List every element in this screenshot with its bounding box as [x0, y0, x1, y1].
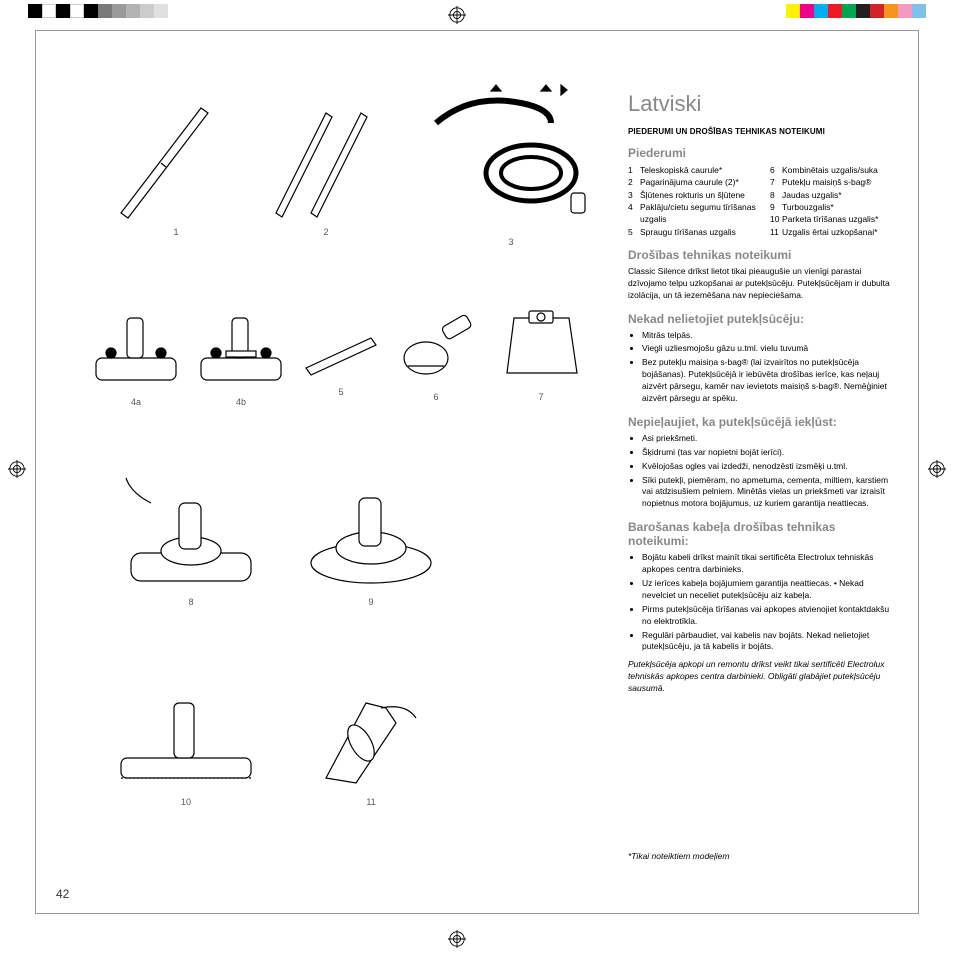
- section-avoid: Nepieļaujiet, ka putekļsūcējā iekļūst:: [628, 415, 898, 429]
- registration-mark: [448, 6, 466, 24]
- registration-mark: [928, 460, 946, 478]
- list-item: Pirms putekļsūcēja tīrīšanas vai apkopes…: [642, 604, 898, 628]
- figure-crevice-nozzle-icon: [301, 323, 381, 383]
- text-column: Latviski PIEDERUMI UN DROŠĪBAS TEHNIKAS …: [628, 43, 898, 901]
- avoid-list: Asi priekšmeti. Šķidrumi (tas var nopietn…: [628, 433, 898, 510]
- never-list: Mitrās telpās.Viegli uzliesmojošu gāzu u…: [628, 330, 898, 405]
- language-title: Latviski: [628, 91, 898, 117]
- list-item: Bez putekļu maisiņa s-bag® (lai izvairīt…: [642, 357, 898, 405]
- section-never-use: Nekad nelietojiet putekļsūcēju:: [628, 312, 898, 326]
- cable-list: Bojātu kabeli drīkst mainīt tikai sertif…: [628, 552, 898, 653]
- page-number: 42: [56, 887, 69, 901]
- footnote-models: *Tikai noteiktiem modeļiem: [628, 851, 730, 861]
- page-frame: 1 2: [35, 30, 919, 914]
- accessories-list: 1Teleskopiskā caurule*2Pagarinājuma caur…: [628, 164, 898, 238]
- footnote-service: Putekļsūcēja apkopi un remontu drīkst ve…: [628, 659, 898, 695]
- section-cable: Barošanas kabeļa drošības tehnikas notei…: [628, 520, 898, 548]
- figure-easyclean-nozzle-icon: [306, 683, 436, 793]
- figure-power-nozzle-icon: [121, 473, 261, 593]
- figure-label: 4b: [191, 397, 291, 407]
- figure-label: 5: [296, 387, 386, 397]
- figure-label: 2: [256, 227, 396, 237]
- figure-label: 1: [96, 227, 256, 237]
- list-item: Regulāri pārbaudiet, vai kabelis nav boj…: [642, 630, 898, 654]
- list-item: Asi priekšmeti.: [642, 433, 898, 445]
- figure-parquet-nozzle-icon: [116, 683, 256, 793]
- figure-extension-tubes-icon: [266, 93, 386, 223]
- list-item: Viegli uzliesmojošu gāzu u.tml. vielu tu…: [642, 343, 898, 355]
- figure-hose-handle-icon: [431, 83, 591, 233]
- figure-label: 8: [116, 597, 266, 607]
- figure-label: 10: [111, 797, 261, 807]
- list-item: Uz ierīces kabeļa bojājumiem garantija n…: [642, 578, 898, 602]
- section-accessories: Piederumi: [628, 146, 898, 160]
- figure-label: 11: [296, 797, 446, 807]
- safety-paragraph: Classic Silence drīkst lietot tikai piea…: [628, 266, 898, 302]
- figure-label: 3: [426, 237, 596, 247]
- subheader: PIEDERUMI UN DROŠĪBAS TEHNIKAS NOTEIKUMI: [628, 127, 898, 136]
- list-item: Šķidrumi (tas var nopietni bojāt ierīci)…: [642, 447, 898, 459]
- list-item: Bojātu kabeli drīkst mainīt tikai sertif…: [642, 552, 898, 576]
- list-item: Sīki putekļi, piemēram, no apmetuma, cem…: [642, 475, 898, 511]
- figure-label: 4a: [86, 397, 186, 407]
- figure-telescopic-tube-icon: [106, 93, 246, 223]
- figure-label: 6: [391, 392, 481, 402]
- registration-mark: [8, 460, 26, 478]
- list-item: Mitrās telpās.: [642, 330, 898, 342]
- section-safety: Drošības tehnikas noteikumi: [628, 248, 898, 262]
- figure-turbo-nozzle-icon: [301, 473, 441, 593]
- figures-column: 1 2: [56, 43, 606, 901]
- registration-mark: [448, 930, 466, 948]
- figure-dustbag-icon: [499, 303, 584, 388]
- figure-floor-nozzle-b-icon: [196, 303, 286, 393]
- figure-floor-nozzle-a-icon: [91, 303, 181, 393]
- print-colorbar-right: [786, 4, 926, 18]
- print-colorbar-left: [28, 4, 168, 18]
- figure-combi-nozzle-icon: [396, 308, 476, 388]
- list-item: Kvēlojošas ogles vai izdedži, nenodzēsti…: [642, 461, 898, 473]
- figure-label: 7: [491, 392, 591, 402]
- figure-label: 9: [296, 597, 446, 607]
